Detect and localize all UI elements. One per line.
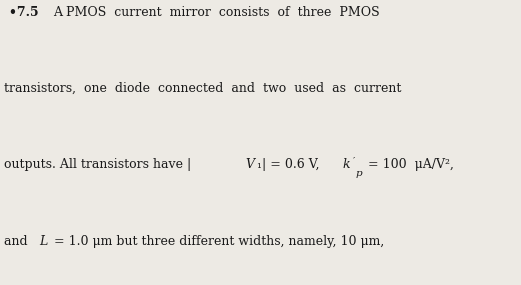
Text: p: p — [355, 168, 362, 178]
Text: outputs. All transistors have |: outputs. All transistors have | — [4, 158, 191, 172]
Text: ₁| = 0.6 V,: ₁| = 0.6 V, — [257, 158, 324, 172]
Text: A PMOS  current  mirror  consists  of  three  PMOS: A PMOS current mirror consists of three … — [53, 6, 380, 19]
Text: = 1.0 μm but three different widths, namely, 10 μm,: = 1.0 μm but three different widths, nam… — [50, 235, 384, 248]
Text: = 100  μA/V²,: = 100 μA/V², — [364, 158, 454, 172]
Text: V: V — [245, 158, 254, 172]
Text: k: k — [343, 158, 350, 172]
Text: L: L — [39, 235, 47, 248]
Text: and: and — [4, 235, 31, 248]
Text: •7.5: •7.5 — [9, 6, 43, 19]
Text: transistors,  one  diode  connected  and  two  used  as  current: transistors, one diode connected and two… — [4, 82, 401, 95]
Text: ′: ′ — [353, 156, 355, 165]
